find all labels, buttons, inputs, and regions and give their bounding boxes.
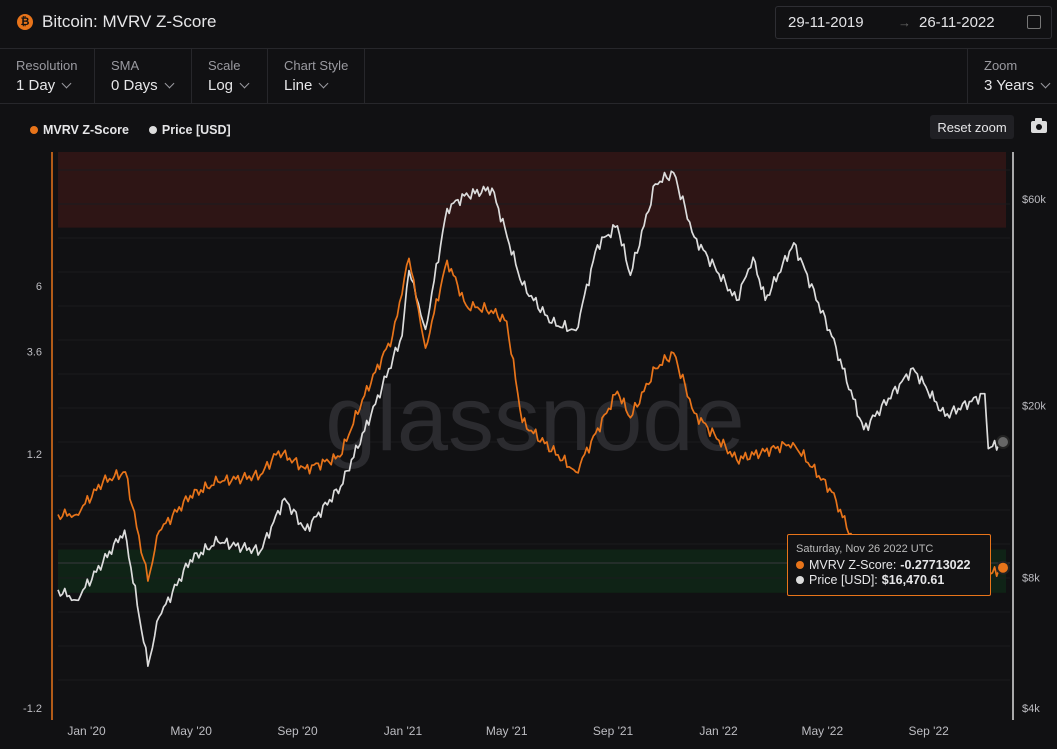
title-wrap: ₿ Bitcoin: MVRV Z-Score xyxy=(17,12,216,32)
tooltip-date: Saturday, Nov 26 2022 UTC xyxy=(796,543,934,555)
right-axis-tick-label: $60k xyxy=(1022,194,1046,206)
mvrv-hover-marker xyxy=(996,560,1010,575)
legend-item-mvrv[interactable]: MVRV Z-Score xyxy=(30,123,129,137)
legend-item-price[interactable]: Price [USD] xyxy=(148,123,231,137)
chart-legend: MVRV Z-Score Price [USD] xyxy=(30,123,251,137)
zoom-label: Zoom xyxy=(984,58,1018,73)
date-arrow-icon: → xyxy=(898,15,911,30)
x-axis-tick-label: Jan '20 xyxy=(67,724,106,738)
mvrv-line xyxy=(57,257,1004,582)
price-line xyxy=(57,170,1004,667)
chart-style-dropdown[interactable]: Chart Style Line xyxy=(268,49,365,103)
sma-dropdown[interactable]: SMA 0 Days xyxy=(95,49,192,103)
red-zone-band xyxy=(58,152,1006,228)
x-axis-tick-label: Sep '20 xyxy=(277,724,318,738)
tooltip-mvrv-value: -0.27713022 xyxy=(900,558,971,572)
tooltip-price-value: $16,470.61 xyxy=(881,573,945,587)
chart-toolbar: Resolution 1 Day SMA 0 Days Scale Log Ch… xyxy=(0,49,1057,104)
left-axis-tick-label: 6 xyxy=(36,281,42,293)
tooltip-price-label: Price [USD]: xyxy=(809,573,878,587)
date-range-picker[interactable]: 29-11-2019 → 26-11-2022 xyxy=(775,6,1052,39)
x-axis-tick-label: Sep '21 xyxy=(593,724,634,738)
tooltip-dot-price xyxy=(796,576,804,584)
right-axis-tick-label: $4k xyxy=(1022,703,1040,715)
x-axis-tick-label: Jan '21 xyxy=(384,724,423,738)
legend-dot-mvrv xyxy=(30,126,38,134)
right-axis-tick-label: $8k xyxy=(1022,573,1040,585)
scale-value: Log xyxy=(208,77,234,94)
tooltip-mvrv-label: MVRV Z-Score: xyxy=(809,558,897,572)
scale-label: Scale xyxy=(208,58,241,73)
date-start-input[interactable]: 29-11-2019 xyxy=(788,14,864,31)
zoom-dropdown[interactable]: Zoom 3 Years xyxy=(967,49,1057,103)
page-title: Bitcoin: MVRV Z-Score xyxy=(42,12,217,31)
sma-label: SMA xyxy=(111,58,140,73)
sma-value: 0 Days xyxy=(111,77,158,94)
resolution-value: 1 Day xyxy=(16,77,56,94)
bitcoin-icon: ₿ xyxy=(17,14,33,30)
resolution-dropdown[interactable]: Resolution 1 Day xyxy=(0,49,95,103)
chart-tooltip: Saturday, Nov 26 2022 UTC MVRV Z-Score: … xyxy=(787,534,991,596)
price-hover-marker xyxy=(996,434,1010,449)
reset-zoom-button[interactable]: Reset zoom xyxy=(930,115,1014,139)
tooltip-row-mvrv: MVRV Z-Score: -0.27713022 xyxy=(796,558,971,572)
camera-icon[interactable] xyxy=(1031,118,1047,133)
x-axis-tick-label: Jan '22 xyxy=(699,724,738,738)
left-axis-tick-label: -1.2 xyxy=(23,703,42,715)
resolution-label: Resolution xyxy=(16,58,78,73)
top-bar: ₿ Bitcoin: MVRV Z-Score 29-11-2019 → 26-… xyxy=(0,0,1057,49)
x-axis-tick-label: May '20 xyxy=(170,724,212,738)
legend-label-mvrv: MVRV Z-Score xyxy=(43,123,129,137)
x-axis-tick-label: May '22 xyxy=(801,724,843,738)
watermark: glassnode xyxy=(325,368,744,470)
scale-dropdown[interactable]: Scale Log xyxy=(192,49,268,103)
calendar-icon[interactable] xyxy=(1027,15,1041,29)
zoom-value: 3 Years xyxy=(984,77,1035,94)
tooltip-row-price: Price [USD]: $16,470.61 xyxy=(796,573,944,587)
legend-dot-price xyxy=(148,126,157,134)
chart-style-label: Chart Style xyxy=(284,58,349,73)
left-axis-tick-label: 1.2 xyxy=(27,449,42,461)
left-axis-tick-label: 3.6 xyxy=(27,346,42,358)
tooltip-dot-mvrv xyxy=(796,561,804,569)
right-axis-tick-label: $20k xyxy=(1022,400,1046,412)
legend-label-price: Price [USD] xyxy=(161,123,231,137)
x-axis-tick-label: Sep '22 xyxy=(908,724,949,738)
date-end-input[interactable]: 26-11-2022 xyxy=(919,14,995,31)
x-axis-tick-label: May '21 xyxy=(486,724,528,738)
chart-style-value: Line xyxy=(284,77,313,94)
